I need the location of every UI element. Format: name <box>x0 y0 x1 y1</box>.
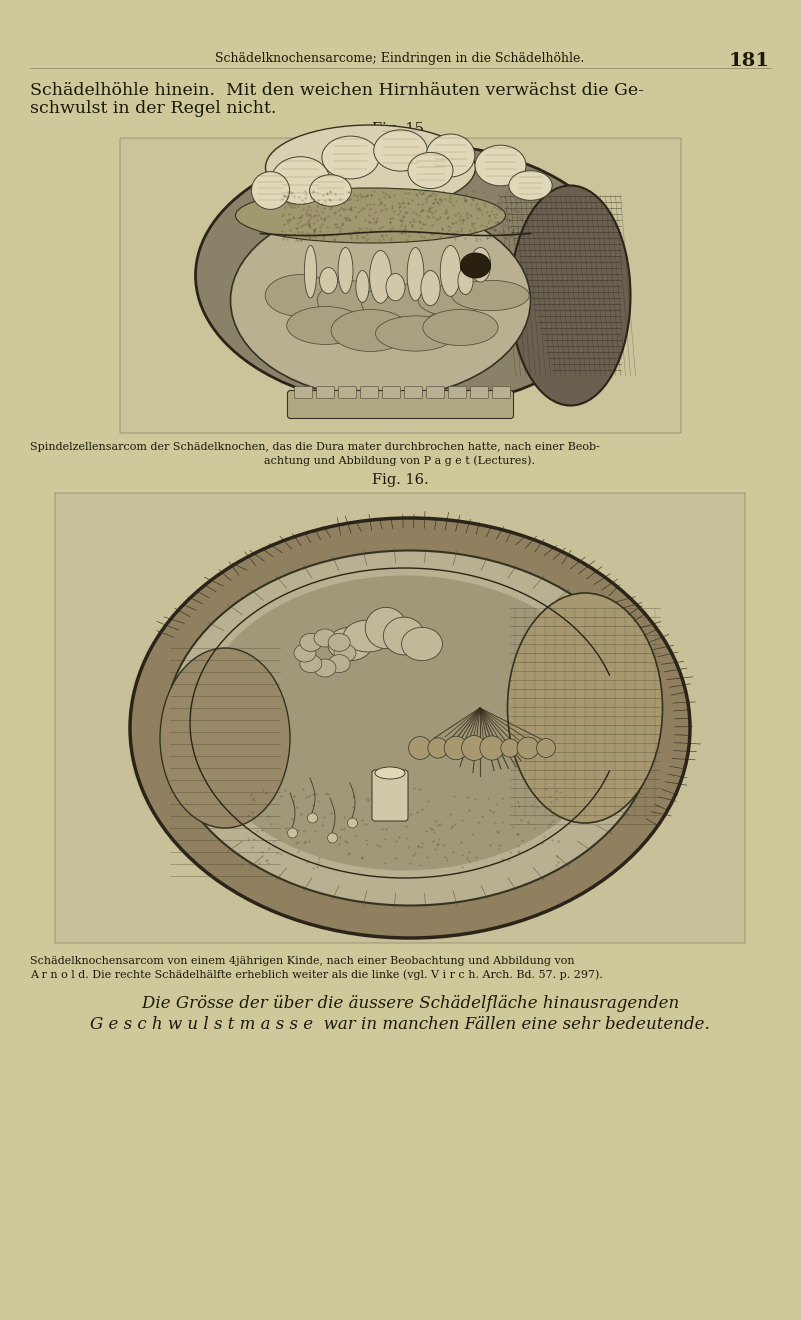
Ellipse shape <box>376 315 456 351</box>
Text: Fig. 15.: Fig. 15. <box>372 121 429 136</box>
Ellipse shape <box>418 285 483 315</box>
FancyBboxPatch shape <box>360 387 379 399</box>
FancyBboxPatch shape <box>295 387 312 399</box>
Ellipse shape <box>231 203 530 399</box>
Circle shape <box>480 735 504 760</box>
Ellipse shape <box>421 271 440 306</box>
Ellipse shape <box>408 152 453 189</box>
Ellipse shape <box>195 143 626 408</box>
Ellipse shape <box>328 627 372 660</box>
Ellipse shape <box>407 248 424 301</box>
Ellipse shape <box>160 648 290 828</box>
Text: Spindelzellensarcom der Schädelknochen, das die Dura mater durchbrochen hatte, n: Spindelzellensarcom der Schädelknochen, … <box>30 442 600 451</box>
Text: 181: 181 <box>729 51 770 70</box>
Ellipse shape <box>334 644 356 663</box>
Ellipse shape <box>384 618 425 655</box>
Ellipse shape <box>510 186 630 405</box>
Text: G e s c h w u l s t m a s s e  war in manchen Fällen eine sehr bedeutende.: G e s c h w u l s t m a s s e war in man… <box>91 1016 710 1034</box>
Circle shape <box>537 739 555 758</box>
FancyBboxPatch shape <box>383 387 400 399</box>
Ellipse shape <box>458 268 473 294</box>
Ellipse shape <box>310 174 352 206</box>
Ellipse shape <box>252 172 290 210</box>
Ellipse shape <box>423 309 498 346</box>
Ellipse shape <box>461 253 490 279</box>
Ellipse shape <box>374 129 427 172</box>
Ellipse shape <box>328 655 350 673</box>
Ellipse shape <box>320 268 337 293</box>
Ellipse shape <box>475 145 526 186</box>
Ellipse shape <box>401 627 442 660</box>
Ellipse shape <box>130 517 690 939</box>
Circle shape <box>517 737 539 759</box>
Ellipse shape <box>294 644 316 663</box>
Ellipse shape <box>265 275 336 317</box>
Ellipse shape <box>508 593 662 822</box>
Ellipse shape <box>300 634 322 651</box>
Ellipse shape <box>365 607 407 648</box>
FancyBboxPatch shape <box>493 387 510 399</box>
Circle shape <box>288 828 297 838</box>
Ellipse shape <box>426 135 475 177</box>
Circle shape <box>348 818 357 828</box>
Circle shape <box>445 737 468 760</box>
FancyBboxPatch shape <box>55 492 745 942</box>
Ellipse shape <box>304 246 316 298</box>
Ellipse shape <box>452 280 529 310</box>
Text: Schädelknochensarcome; Eindringen in die Schädelhöhle.: Schädelknochensarcome; Eindringen in die… <box>215 51 585 65</box>
Ellipse shape <box>300 655 322 673</box>
FancyBboxPatch shape <box>339 387 356 399</box>
Text: schwulst in der Regel nicht.: schwulst in der Regel nicht. <box>30 100 276 117</box>
Ellipse shape <box>198 576 613 870</box>
Ellipse shape <box>356 271 369 302</box>
Circle shape <box>461 735 486 760</box>
Ellipse shape <box>441 246 461 297</box>
Ellipse shape <box>470 248 491 282</box>
FancyBboxPatch shape <box>316 387 335 399</box>
Circle shape <box>501 739 519 758</box>
Circle shape <box>428 738 449 758</box>
Ellipse shape <box>314 659 336 677</box>
Text: A r n o l d. Die rechte Schädelhälfte erheblich weiter als die linke (vgl. V i r: A r n o l d. Die rechte Schädelhälfte er… <box>30 969 603 979</box>
Text: Schädelhöhle hinein.  Mit den weichen Hirnhäuten verwächst die Ge-: Schädelhöhle hinein. Mit den weichen Hir… <box>30 82 644 99</box>
Ellipse shape <box>265 125 476 210</box>
Text: achtung und Abbildung von P a g e t (Lectures).: achtung und Abbildung von P a g e t (Lec… <box>264 455 536 466</box>
FancyBboxPatch shape <box>405 387 422 399</box>
Ellipse shape <box>287 306 364 345</box>
Ellipse shape <box>361 284 440 323</box>
Text: Schädelknochensarcom von einem 4jährigen Kinde, nach einer Beobachtung und Abbil: Schädelknochensarcom von einem 4jährigen… <box>30 956 574 966</box>
Ellipse shape <box>322 136 379 180</box>
Ellipse shape <box>386 273 405 301</box>
Circle shape <box>308 813 317 822</box>
FancyBboxPatch shape <box>449 387 466 399</box>
Ellipse shape <box>331 309 410 351</box>
Ellipse shape <box>314 630 336 647</box>
FancyBboxPatch shape <box>426 387 445 399</box>
Ellipse shape <box>317 281 384 321</box>
Ellipse shape <box>235 187 505 243</box>
Ellipse shape <box>271 157 330 205</box>
Ellipse shape <box>344 620 392 652</box>
FancyBboxPatch shape <box>372 770 408 821</box>
Circle shape <box>328 833 337 843</box>
Ellipse shape <box>509 170 552 201</box>
FancyBboxPatch shape <box>470 387 489 399</box>
Ellipse shape <box>328 634 350 651</box>
Ellipse shape <box>165 550 655 906</box>
Ellipse shape <box>338 248 353 293</box>
FancyBboxPatch shape <box>288 391 513 418</box>
Circle shape <box>409 737 432 759</box>
FancyBboxPatch shape <box>120 139 681 433</box>
Text: Die Grösse der über die äussere Schädelfläche hinausragenden: Die Grösse der über die äussere Schädelf… <box>121 995 679 1012</box>
Ellipse shape <box>375 767 405 779</box>
Text: Fig. 16.: Fig. 16. <box>372 473 429 487</box>
Ellipse shape <box>369 251 392 304</box>
